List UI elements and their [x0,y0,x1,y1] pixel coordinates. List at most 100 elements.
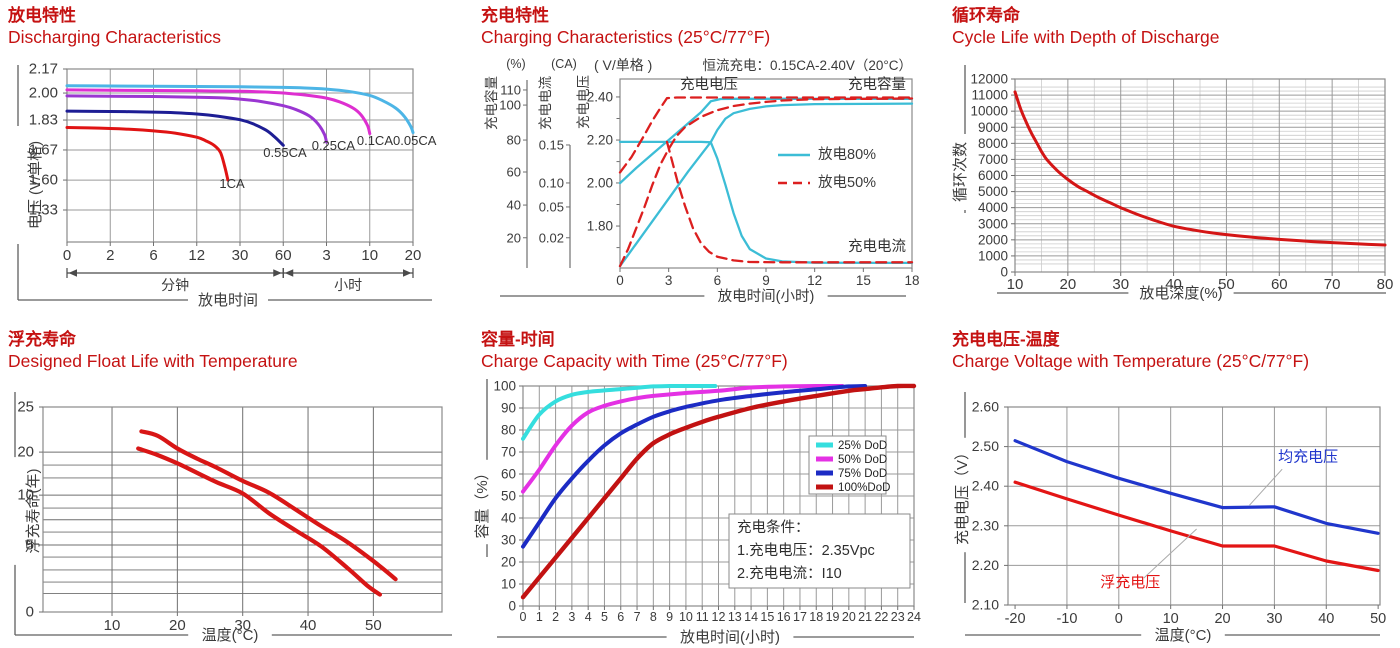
x-tick-label: 6 [149,247,157,264]
x-tick-label: 9 [666,610,673,624]
x-tick-label: 19 [826,610,840,624]
x-tick-label: 20 [405,247,422,264]
dim-arrow-right [403,269,412,277]
x-tick-label: 2 [106,247,114,264]
y-tick-label: 30 [501,533,516,548]
y-tick-label: 1.67 [29,141,58,158]
y-tick-label: 100 [493,379,516,394]
curve-label: 浮充电压 [1100,574,1160,591]
x-tick-label: 20 [1060,276,1077,293]
note-box [728,513,911,589]
y-tick-label: 2.30 [972,517,999,533]
x-tick-label: 3 [568,610,575,624]
x-tick-label: 7 [634,610,641,624]
y-tick-label: 10000 [970,104,1008,119]
x-tick-label: 70 [1324,276,1341,293]
charging-condition-note: 恒流充电：0.15CA-2.40V（20°C） [703,58,912,73]
series-0.25CA [65,94,328,144]
y-tick-label: 50 [501,489,516,504]
x-tick-label: 21 [858,610,872,624]
y-tick-label: 6000 [978,168,1008,183]
chart-title-zh: 充电特性 [481,6,549,25]
y-tick-label: 40 [507,198,521,213]
x-tick-label: 3 [665,273,673,288]
y-tick-label: 0.15 [539,137,564,152]
series-0.05CA [65,84,415,135]
x-axis-label: 放电时间(小时) [680,629,780,646]
series-current-50 [665,140,914,264]
x-tick-label: 30 [234,617,251,634]
series-75pct-dod [521,384,868,549]
y-tick-label: 0 [26,604,34,621]
capacity-axis-name: 充电容量 [483,76,499,130]
y-tick-label: 0.02 [539,230,564,245]
series-capacity-80 [618,102,914,268]
capacity-time-figure: 0 1 2 3 4 5 6 7 8 9 10 11 12 13 14 15 16 17 18 19 20 21 22 23 24… [474,379,921,647]
x-tick-label: 30 [232,247,249,264]
y-tick-label: 11000 [971,88,1008,103]
y-tick-label: 9000 [978,120,1008,135]
series-cycle-life [1013,90,1387,247]
y-tick-label: 60 [507,164,521,179]
dim-label: 分钟 [161,277,189,293]
curve-label: 1CA [219,176,245,191]
chart-title-en: Charge Voltage with Temperature (25°C/77… [952,351,1310,372]
series-voltage-80 [618,97,914,185]
y-tick-label: 5000 [978,184,1008,199]
curve-label: 均充电压 [1278,449,1338,466]
x-tick-label: 10 [361,247,378,264]
legend-label: 75% DoD [838,468,887,480]
x-tick-label: 6 [714,273,722,288]
charging-characteristics-figure: 0 3 6 9 12 15 18 2.40 2.20 2.00 1.80 放电时间(小时) 110100… [483,57,920,305]
chart-title-zh: 浮充寿命 [8,330,76,349]
x-tick-label: 11 [696,610,709,624]
y-tick-label: 40 [501,511,516,526]
voltage-axis-name: 充电电压 [576,75,591,129]
y-tick-label: 2.60 [972,399,999,415]
chart-card-charging: 充电特性 Charging Characteristics (25°C/77°F… [466,0,932,324]
legend-label: 放电80% [818,146,876,163]
x-axis-label: 放电时间 [198,292,258,309]
x-tick-label: 50 [365,617,382,634]
y-tick-label: 20 [501,555,516,570]
x-tick-label: 50 [1218,276,1235,293]
chart-title-en: Designed Float Life with Temperature [8,351,298,372]
x-tick-label: 20 [1214,611,1230,627]
curve-label: 0.25CA [312,138,356,153]
y-tick-label: 2.40 [587,89,613,104]
y-tick-label: 7000 [978,152,1008,167]
y-tick-label: 5 [26,536,34,553]
y-tick-label: 1.60 [29,172,58,189]
x-tick-label: 0 [616,273,624,288]
y-tick-label: 110 [500,82,521,97]
x-tick-label: 40 [1165,276,1182,293]
note-line: 充电条件： [737,519,810,536]
x-tick-label: 5 [601,610,608,624]
x-tick-label: 20 [169,617,186,634]
chart-card-float-life: 浮充寿命 Designed Float Life with Temperatur… [0,324,466,648]
capacity-axis-unit: (%) [506,57,525,71]
x-tick-label: 8 [650,610,657,624]
y-tick-label: 2.20 [972,557,999,573]
chart-title-en: Discharging Characteristics [8,27,221,48]
y-axis-label: 循环次数 [952,142,969,202]
current-axis-unit: (CA) [551,57,577,71]
x-tick-label: 10 [679,610,693,624]
x-tick-label: 1 [536,610,543,624]
y-tick-label: 2.10 [972,597,999,613]
series-float-voltage [1013,480,1380,573]
x-tick-label: 0 [63,247,71,264]
x-tick-label: 40 [300,617,317,634]
y-axis-label: 容量（%） [474,465,491,538]
y-tick-label: 12000 [970,72,1008,87]
dim-label: 小时 [334,277,362,293]
chart-title-zh: 容量-时间 [481,330,555,349]
series-25pct-dod [521,383,718,441]
x-tick-label: 16 [777,610,791,624]
curve-label: 充电容量 [848,76,906,93]
x-tick-label: 10 [1007,276,1024,293]
chart-title-zh: 放电特性 [8,6,76,25]
series-0.1CA [65,88,372,136]
x-tick-label: 23 [891,610,905,624]
x-tick-label: 0 [1115,611,1123,627]
